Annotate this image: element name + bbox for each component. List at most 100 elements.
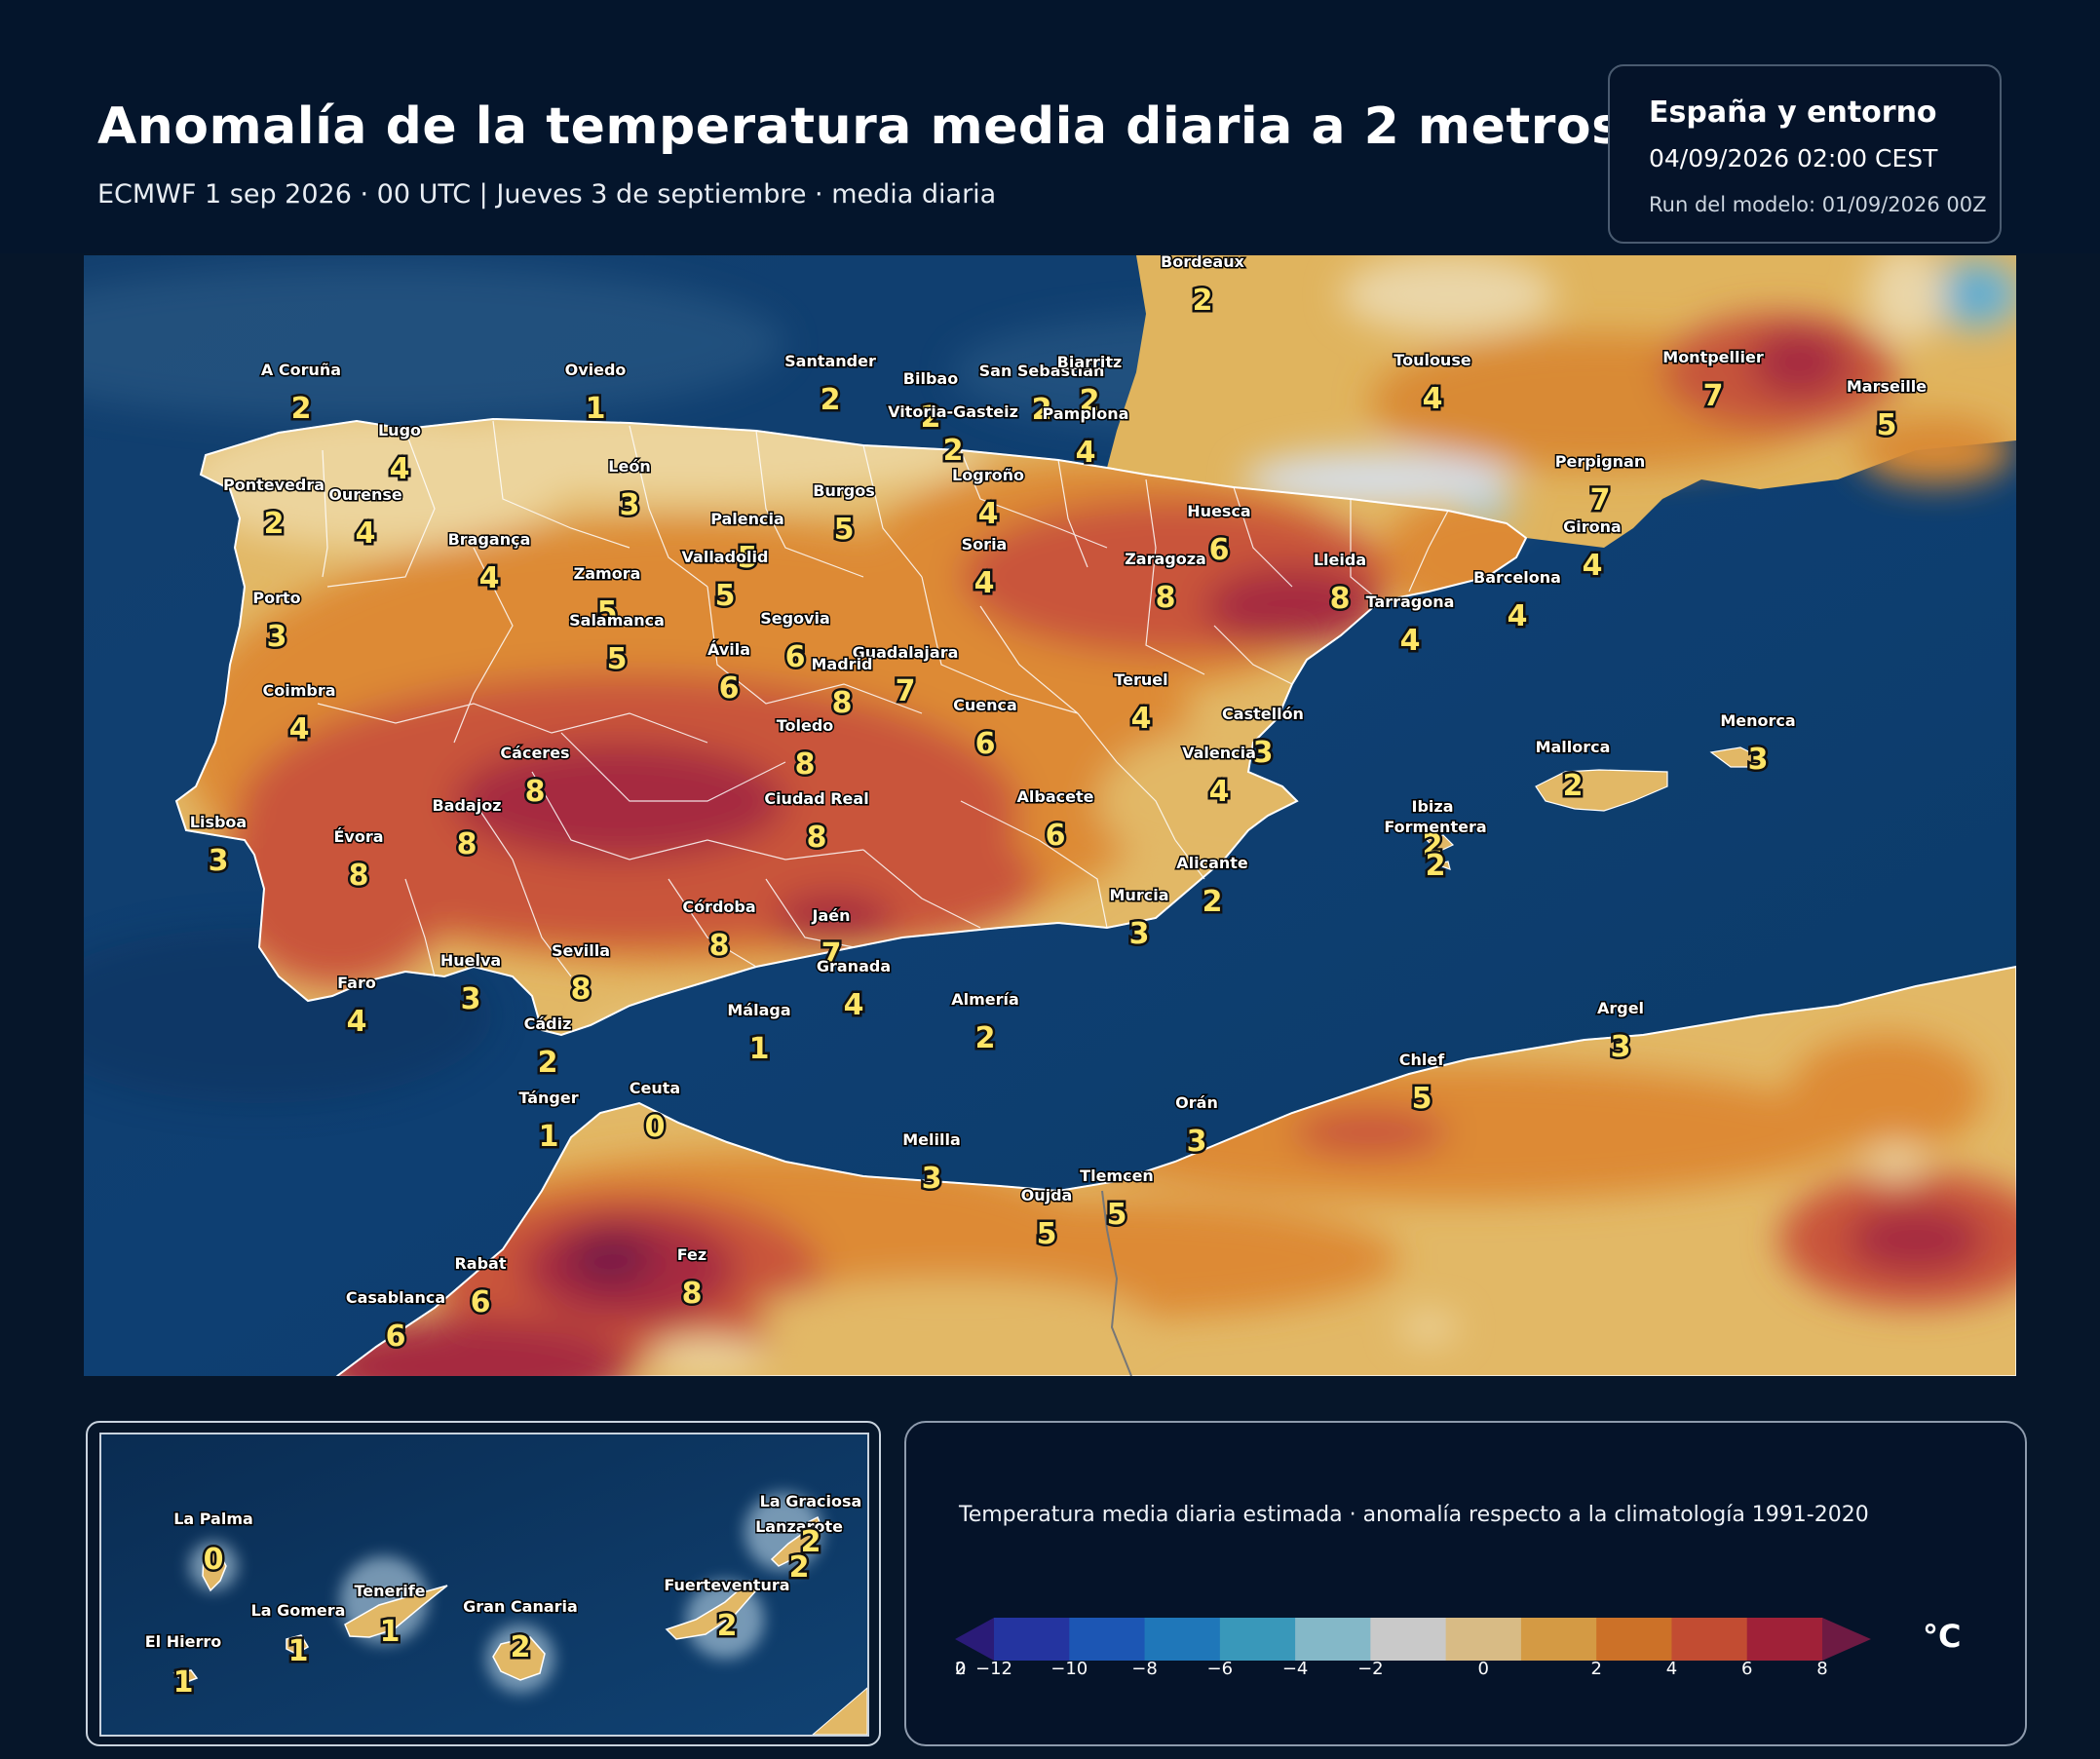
city-anomaly-value: 4 — [1583, 549, 1603, 583]
balearic-islands — [1425, 746, 1761, 870]
city-name-label: A Coruña — [261, 361, 341, 379]
colorbar-tick-label: 4 — [1666, 1659, 1677, 1676]
island-name-label: Fuerteventura — [664, 1576, 789, 1594]
city-anomaly-value: 2 — [943, 434, 964, 468]
colorbar-tick-label: 12 — [955, 1659, 966, 1676]
city-anomaly-value: 6 — [471, 1285, 491, 1319]
city-name-label: Tlemcen — [1080, 1166, 1154, 1185]
city-anomaly-value: 1 — [586, 392, 606, 426]
city-anomaly-value: 4 — [289, 712, 310, 746]
city-anomaly-value: 8 — [709, 929, 730, 963]
border-morocco-algeria — [1101, 1190, 1132, 1376]
city-zaragoza: Zaragoza 8 — [1124, 549, 1208, 618]
colorbar-tick-label: 2 — [1590, 1659, 1601, 1676]
city-anomaly-value: 4 — [479, 561, 500, 595]
city-huelva: Huelva 3 — [439, 950, 502, 1019]
city-chlef: Chlef 5 — [1397, 1050, 1446, 1119]
island-gran-canaria: Gran Canaria 2 — [462, 1596, 580, 1667]
island-la-graciosa: La Graciosa 2 — [758, 1491, 863, 1562]
island-anomaly-value: 2 — [717, 1609, 738, 1643]
city-rabat: Rabat 6 — [453, 1253, 508, 1322]
city-name-label: Chlef — [1399, 1051, 1445, 1069]
city-alicante: Alicante 2 — [1175, 853, 1250, 922]
city-name-label: Porto — [252, 589, 300, 607]
city-name-label: Almería — [951, 990, 1019, 1009]
city-anomaly-value: 8 — [1156, 581, 1176, 615]
colorbar-swatch — [1596, 1618, 1672, 1661]
inset-canvas: La Palma 0 El Hierro 1 La Gomera 1 Tenerife 1 Gr… — [101, 1434, 867, 1735]
city-pamplona: Pamplona 4 — [1041, 403, 1130, 473]
city-name-label: Badajoz — [432, 796, 501, 815]
city-name-label: Zamora — [574, 564, 641, 583]
city-a-coruna: A Coruña 2 — [259, 360, 342, 429]
city-anomaly-value: 5 — [1412, 1082, 1432, 1116]
city-anomaly-value: 3 — [267, 620, 287, 654]
city-name-label: Málaga — [727, 1001, 790, 1019]
region-label: España y entorno — [1649, 96, 1937, 130]
city-montpellier: Montpellier 7 — [1661, 347, 1766, 416]
header-bar: Anomalía de la temperatura media diaria … — [0, 0, 2100, 253]
city-anomaly-value: 5 — [1877, 408, 1897, 442]
canary-islands-map[interactable]: La Palma 0 El Hierro 1 La Gomera 1 Tenerife 1 Gr… — [99, 1433, 869, 1737]
city-malaga: Málaga 1 — [726, 1000, 792, 1069]
city-burgos: Burgos 5 — [812, 480, 876, 550]
city-pontevedra: Pontevedra 2 — [221, 475, 325, 544]
colorbar-swatch — [1144, 1618, 1221, 1661]
city-guadalajara: Guadalajara 7 — [851, 642, 960, 711]
city-name-label: Córdoba — [682, 898, 755, 916]
city-name-label: Ciudad Real — [764, 789, 868, 808]
city-almeria: Almería 2 — [950, 989, 1021, 1058]
city-anomaly-value: 6 — [719, 671, 740, 706]
city-anomaly-value: 5 — [1107, 1198, 1127, 1232]
city-anomaly-value: 8 — [571, 973, 592, 1007]
colorbar-swatch — [1445, 1618, 1522, 1661]
main-map[interactable]: Bordeaux 2 A Coruña 2 Oviedo 1 Santander 2 Bilba… — [84, 255, 2016, 1376]
canary-islands — [172, 1515, 822, 1684]
city-anomaly-value: 5 — [607, 642, 628, 676]
city-bordeaux: Bordeaux 2 — [1160, 255, 1247, 321]
city-anomaly-value: 6 — [785, 640, 806, 674]
city-menorca: Menorca 3 — [1719, 710, 1797, 780]
city-ourense: Ourense 4 — [327, 484, 404, 554]
city-anomaly-value: 7 — [821, 937, 842, 972]
city-lleida: Lleida 8 — [1312, 550, 1367, 619]
city-anomaly-value: 4 — [974, 566, 995, 600]
city-anomaly-value: 8 — [832, 686, 853, 720]
city-name-label: Ávila — [707, 640, 750, 659]
city-anomaly-value: 3 — [1611, 1030, 1631, 1064]
colorbar-tick-label: −6 — [1207, 1659, 1234, 1676]
colorbar-tick-label: −12 — [975, 1659, 1012, 1676]
city-name-label: Valencia — [1182, 744, 1256, 762]
city-name-label: Lleida — [1314, 551, 1366, 569]
colorbar-tick-label: −8 — [1131, 1659, 1158, 1676]
city-anomaly-value: 1 — [539, 1120, 559, 1154]
city-bilbao: Bilbao 2 — [901, 368, 959, 438]
city-anomaly-value: 5 — [715, 579, 736, 613]
city-name-label: Pamplona — [1043, 404, 1129, 423]
city-name-label: Toledo — [777, 716, 834, 735]
island-anomaly-value: 1 — [173, 1665, 194, 1700]
city-argel: Argel 3 — [1595, 998, 1645, 1067]
city-ceuta: Ceuta 0 — [628, 1078, 681, 1147]
city-anomaly-value: 2 — [538, 1046, 558, 1080]
city-anomaly-value: 4 — [1508, 599, 1528, 633]
city-name-label: Ibiza — [1412, 797, 1454, 816]
city-anomaly-value: 3 — [922, 1162, 942, 1196]
city-name-label: Mallorca — [1536, 738, 1611, 756]
colorbar-over-arrow — [1822, 1618, 1871, 1661]
city-anomaly-value: 3 — [1187, 1125, 1207, 1159]
city-anomaly-value: 8 — [795, 747, 816, 782]
island-anomaly-value: 1 — [380, 1615, 401, 1649]
city-name-label: Bilbao — [903, 369, 958, 388]
city-ciudad-real: Ciudad Real 8 — [763, 788, 870, 858]
city-name-label: Cádiz — [524, 1014, 572, 1033]
city-melilla: Melilla 3 — [901, 1129, 963, 1199]
island-anomaly-value: 0 — [204, 1543, 224, 1577]
info-box: España y entorno 04/09/2026 02:00 CEST R… — [1608, 64, 2002, 244]
city-name-label: Menorca — [1720, 711, 1795, 730]
island-fuerteventura: Fuerteventura 2 — [663, 1575, 791, 1646]
city-name-label: Casablanca — [346, 1288, 445, 1307]
city-name-label: Tarragona — [1366, 593, 1455, 611]
